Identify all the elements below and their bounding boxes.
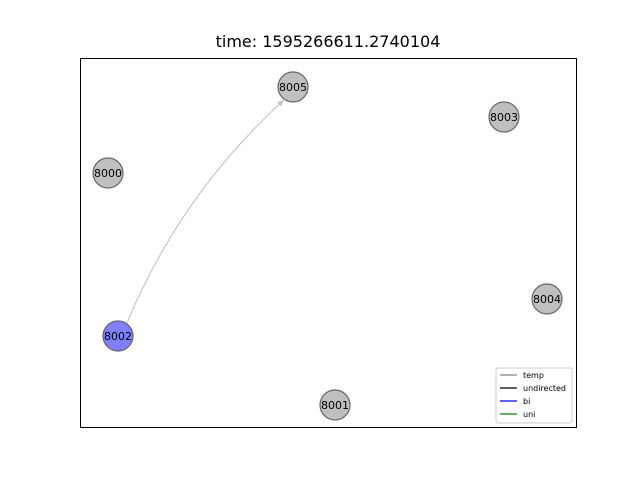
legend-label-bi: bi: [523, 397, 530, 406]
node-label: 8001: [321, 399, 349, 412]
node-label: 8002: [104, 330, 132, 343]
node-circle: [102, 320, 134, 352]
legend-label-temp: temp: [523, 371, 544, 380]
node-8005[interactable]: 8005: [277, 71, 309, 103]
nodes-layer: 8005 8003 8000 8004 8002 8001: [92, 71, 563, 421]
node-8001[interactable]: 8001: [319, 389, 351, 421]
node-label: 8005: [279, 81, 307, 94]
node-8000[interactable]: 8000: [92, 157, 124, 189]
edge-8002-8005: [126, 99, 285, 324]
node-circle: [488, 101, 520, 133]
legend-box: [495, 367, 573, 424]
node-8002[interactable]: 8002: [102, 320, 134, 352]
node-circle: [277, 71, 309, 103]
node-8004[interactable]: 8004: [531, 283, 563, 315]
node-label: 8003: [490, 111, 518, 124]
node-label: 8000: [94, 167, 122, 180]
legend-label-uni: uni: [523, 410, 535, 419]
legend: temp undirected bi uni: [495, 367, 573, 424]
node-circle: [531, 283, 563, 315]
legend-label-undirected: undirected: [523, 384, 566, 393]
node-circle: [319, 389, 351, 421]
node-label: 8004: [533, 293, 561, 306]
edges-layer: [126, 99, 285, 324]
plot-title: time: 1595266611.2740104: [215, 32, 441, 51]
node-8003[interactable]: 8003: [488, 101, 520, 133]
node-circle: [92, 157, 124, 189]
